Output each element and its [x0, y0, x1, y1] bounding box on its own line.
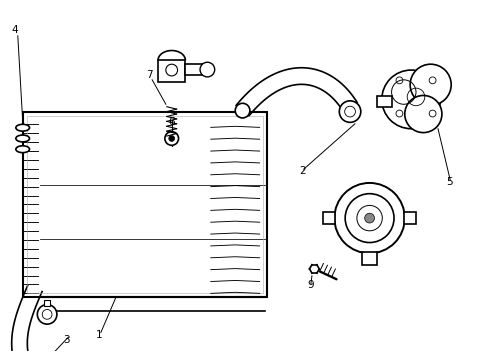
Circle shape: [200, 62, 215, 77]
Ellipse shape: [16, 146, 29, 153]
Circle shape: [339, 101, 361, 122]
Circle shape: [169, 135, 174, 141]
Circle shape: [166, 64, 177, 76]
Text: 4: 4: [11, 26, 18, 35]
Bar: [377, 96, 392, 107]
Circle shape: [334, 183, 405, 253]
Circle shape: [405, 95, 442, 132]
Text: 7: 7: [147, 70, 153, 80]
Circle shape: [235, 103, 250, 118]
Circle shape: [37, 305, 57, 324]
Bar: [23, 112, 267, 297]
Bar: [185, 64, 207, 75]
Circle shape: [365, 213, 374, 223]
Text: 2: 2: [300, 166, 306, 176]
Circle shape: [345, 194, 394, 243]
Bar: [362, 252, 377, 265]
Text: 6: 6: [168, 117, 174, 127]
Text: 1: 1: [96, 330, 102, 340]
Circle shape: [382, 70, 441, 129]
Text: 5: 5: [446, 177, 453, 187]
Text: 9: 9: [308, 280, 314, 291]
Text: 3: 3: [63, 335, 70, 345]
Bar: [323, 212, 335, 225]
Bar: [404, 212, 416, 225]
Bar: [44, 300, 50, 306]
Bar: [26, 116, 263, 293]
Bar: [158, 60, 185, 82]
Ellipse shape: [16, 135, 29, 142]
Circle shape: [410, 64, 451, 105]
Ellipse shape: [16, 124, 29, 131]
Circle shape: [165, 132, 178, 145]
Text: 8: 8: [368, 237, 375, 247]
